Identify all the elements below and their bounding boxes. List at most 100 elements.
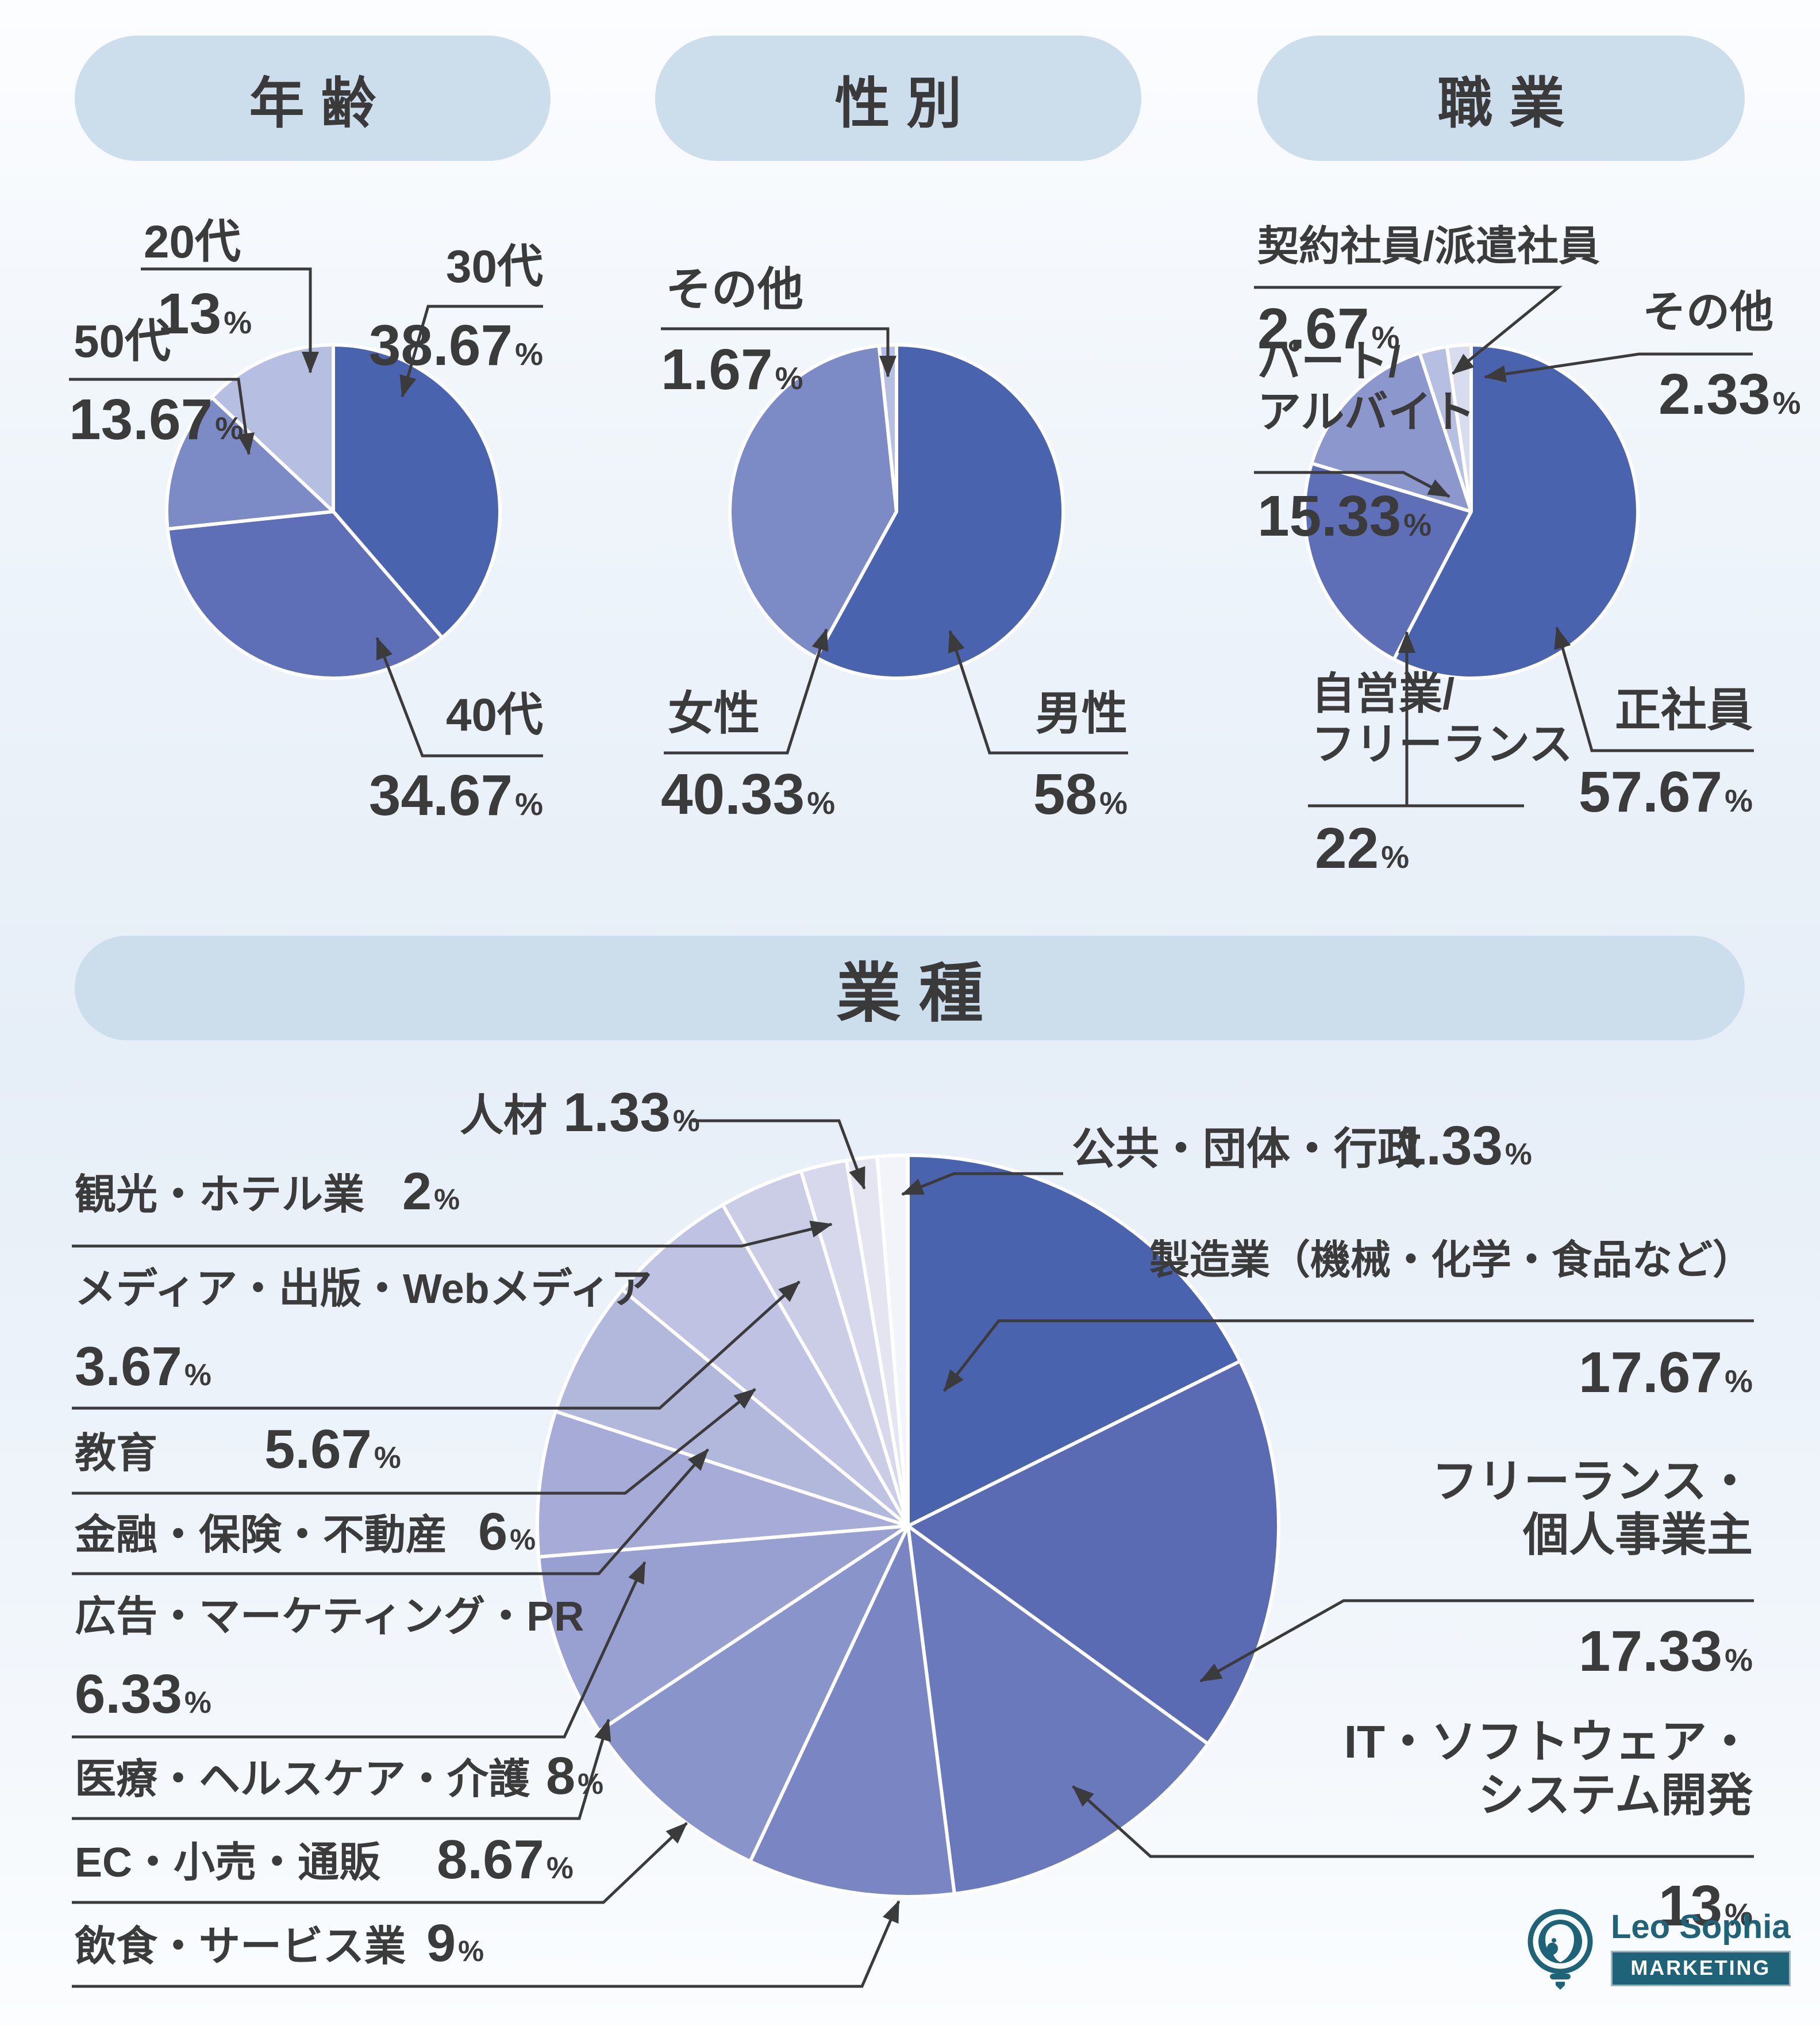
label-value-2-0: 57.67% (1578, 760, 1753, 824)
label-name-3-6: 広告・マーケティング・PR (75, 1594, 584, 1640)
label-name-0-3: 20代 (144, 216, 241, 267)
pie-3-slice-2 (906, 1524, 1210, 1896)
leader-line-3-10-0 (72, 1220, 833, 1248)
label-value-3-4: 8.67% (437, 1829, 574, 1890)
leader-line-3-7-0 (72, 1448, 709, 1575)
pie-2-slice-4 (1445, 343, 1473, 513)
pie-2-slice-0 (1392, 343, 1640, 680)
leader-line-3-11-0 (692, 1119, 866, 1190)
label-value-1-0: 58% (1033, 762, 1128, 826)
leader-line-0-2-0 (69, 378, 255, 455)
label-value-0-0: 38.67% (368, 313, 543, 378)
leader-line-0-0-0 (399, 305, 543, 398)
label-name-3-11: 人材 (460, 1091, 547, 1140)
brand-logo: Leo Sophia MARKETING (1526, 1907, 1791, 1994)
logo-name: Leo Sophia (1611, 1908, 1791, 1946)
leader-line-3-5-0 (72, 1719, 611, 1820)
pie-0-slice-1 (166, 510, 444, 680)
label-value-3-8: 5.67% (264, 1418, 401, 1480)
leader-line-3-9-0 (72, 1281, 801, 1410)
pie-0-slice-0 (332, 343, 502, 640)
leader-line-3-4-0 (72, 1822, 688, 1904)
label-value-3-10: 2% (402, 1162, 460, 1221)
label-name-3-8: 教育 (75, 1431, 158, 1477)
label-value-3-0: 17.67% (1578, 1340, 1753, 1405)
label-value-1-1: 40.33% (661, 762, 836, 826)
pie-3-slice-0 (906, 1154, 1242, 1528)
leader-line-0-3-0 (141, 267, 319, 374)
leader-line-1-0-0 (948, 630, 1128, 755)
pie-1-slice-0 (814, 343, 1065, 680)
label-value-2-1: 22% (1315, 816, 1410, 881)
header-age: 年齢 (75, 36, 551, 161)
label-name-2-1: 自営業/フリーランス (1311, 670, 1573, 770)
leader-line-2-4-0 (1484, 352, 1753, 383)
label-value-0-2: 13.67% (69, 387, 244, 452)
label-name-3-7: 金融・保険・不動産 (75, 1512, 448, 1558)
owl-lightbulb-icon (1527, 1909, 1593, 1990)
pie-3-slice-4 (597, 1524, 910, 1863)
label-name-2-3: 契約社員/派遣社員 (1257, 224, 1600, 270)
leader-line-3-3-0 (72, 1900, 901, 1988)
label-name-3-3: 飲食・サービス業 (75, 1924, 406, 1970)
label-name-3-5: 医療・ヘルスケア・介護 (75, 1756, 530, 1802)
label-value-3-2: 13% (1658, 1874, 1753, 1938)
label-name-3-2: IT・ソフトウェア・ システム開発 (1344, 1716, 1753, 1821)
pie-1-slice-1 (728, 344, 898, 660)
leader-line-0-1-0 (375, 637, 543, 758)
label-name-3-9: メディア・出版・Webメディア (75, 1266, 652, 1312)
label-value-2-3: 2.67% (1257, 297, 1400, 361)
label-value-3-9: 3.67% (75, 1336, 211, 1397)
leader-line-3-8-0 (72, 1388, 756, 1495)
pie-3-slice-1 (906, 1359, 1280, 1746)
label-name-0-2: 50代 (74, 316, 171, 367)
label-value-3-11: 1.33% (563, 1082, 700, 1143)
label-name-3-12: 公共・団体・行政 (1072, 1125, 1421, 1174)
pie-3-slice-8 (621, 1203, 910, 1528)
leader-line-2-3-0 (1254, 286, 1563, 375)
label-name-2-2: パート/アルバイト (1257, 337, 1476, 437)
label-name-3-1: フリーランス・ 個人事業主 (1432, 1456, 1753, 1560)
pie-2-slice-1 (1303, 462, 1473, 661)
leader-line-3-2-0 (1072, 1785, 1754, 1858)
header-occupation: 職業 (1257, 36, 1745, 161)
label-name-0-0: 30代 (446, 241, 543, 292)
label-value-0-3: 13% (157, 282, 252, 346)
label-value-2-2: 15.33% (1257, 484, 1432, 548)
pie-3-slice-3 (748, 1524, 956, 1898)
label-name-3-0: 製造業（機械・化学・食品など） (1149, 1237, 1753, 1282)
label-name-0-1: 40代 (446, 689, 543, 740)
pie-0-slice-2 (165, 395, 335, 531)
label-value-3-12: 1.33% (1395, 1115, 1532, 1177)
label-value-3-5: 8% (546, 1747, 604, 1805)
label-name-1-0: 男性 (1036, 688, 1128, 739)
label-value-3-7: 6% (478, 1502, 536, 1561)
header-gender: 性別 (655, 36, 1141, 161)
label-name-2-0: 正社員 (1615, 685, 1753, 736)
leader-line-3-1-0 (1199, 1599, 1754, 1683)
header-industry: 業種 (75, 936, 1745, 1040)
label-name-1-1: 女性 (668, 688, 760, 739)
label-name-3-4: EC・小売・通販 (75, 1840, 381, 1886)
label-value-0-1: 34.67% (368, 763, 543, 828)
label-name-1-2: その他 (665, 264, 803, 315)
label-name-2-4: その他 (1642, 288, 1773, 337)
pie-3-slice-12 (875, 1154, 910, 1528)
label-name-3-10: 観光・ホテル業 (75, 1172, 365, 1218)
leader-line-1-1-0 (664, 628, 829, 755)
leader-line-2-2-0 (1254, 471, 1450, 498)
leader-line-3-6-0 (72, 1561, 647, 1739)
label-value-3-1: 17.33% (1578, 1619, 1753, 1683)
label-value-3-6: 6.33% (75, 1663, 211, 1725)
leader-line-3-0-0 (943, 1319, 1754, 1392)
leader-line-2-0-0 (1554, 626, 1754, 752)
leader-line-3-12-0 (901, 1172, 1063, 1196)
pie-0-slice-3 (210, 343, 335, 513)
label-value-3-3: 9% (426, 1914, 484, 1973)
label-value-2-4: 2.33% (1659, 362, 1801, 426)
pie-3-slice-6 (536, 1409, 910, 1559)
leader-line-1-2-0 (661, 327, 896, 378)
label-value-1-2: 1.67% (661, 337, 803, 402)
